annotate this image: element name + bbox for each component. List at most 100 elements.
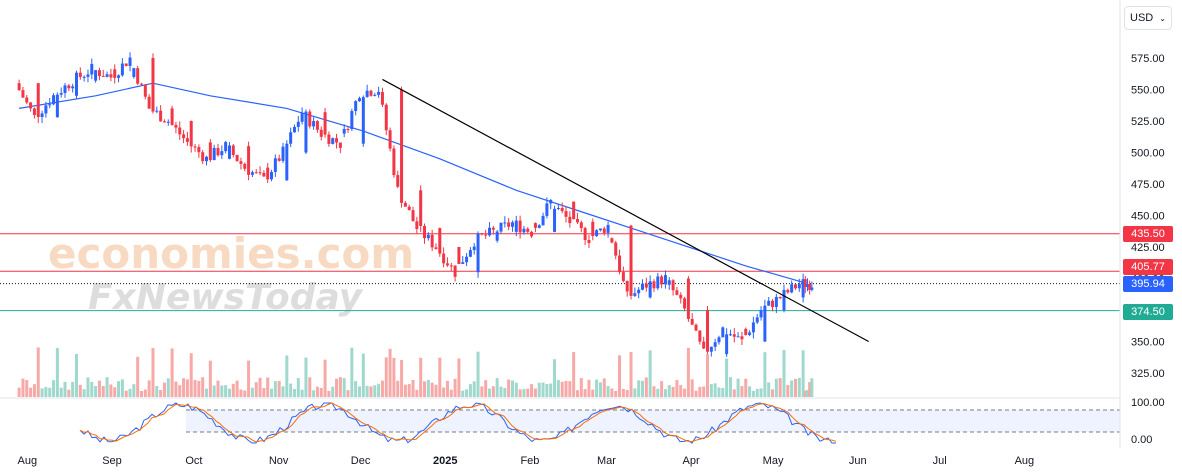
volume-bar (541, 382, 545, 397)
volume-bar (556, 379, 560, 397)
candle-body (166, 121, 170, 123)
candle-body (373, 94, 377, 96)
volume-bar (725, 358, 729, 397)
candle-body (40, 113, 44, 118)
candle-body (648, 281, 652, 298)
volume-bar (94, 385, 98, 397)
candle-body (243, 163, 247, 169)
candle-body (702, 341, 706, 349)
volume-bar (400, 360, 404, 397)
volume-bar (32, 384, 36, 397)
candle-body (101, 75, 105, 77)
candle-body (193, 146, 197, 148)
candle-body (457, 247, 461, 264)
volume-bar (694, 390, 698, 397)
volume-bar (403, 384, 407, 397)
volume-bar (105, 377, 109, 397)
candle-body (614, 242, 618, 256)
volume-bar (706, 354, 710, 397)
candle-body (465, 256, 469, 263)
candle-body (407, 206, 411, 211)
volume-bar (25, 380, 29, 397)
x-tick-label: Jun (849, 455, 867, 467)
candle-body (384, 104, 388, 131)
candle-body (468, 250, 472, 257)
volume-bar (759, 388, 763, 397)
candle-body (602, 228, 606, 233)
candle-body (801, 279, 805, 298)
candle-body (575, 219, 579, 223)
y-tick-label: 350.00 (1131, 337, 1165, 349)
volume-bar (549, 383, 553, 397)
candle-body (296, 121, 300, 127)
candle-body (549, 199, 553, 204)
volume-bar (67, 389, 71, 397)
candle-body (247, 146, 251, 175)
volume-bar (21, 378, 25, 397)
candle-body (533, 223, 537, 228)
candle-body (790, 284, 794, 293)
volume-bar (40, 388, 44, 397)
candle-body (537, 225, 541, 228)
volume-bar (778, 378, 782, 397)
trendline[interactable] (382, 78, 869, 343)
candle-body (120, 63, 124, 76)
candle-body (365, 90, 369, 98)
candle-body (273, 158, 277, 172)
volume-bar (262, 388, 266, 397)
volume-bar (660, 381, 664, 397)
candle-body (660, 276, 664, 285)
volume-bar (48, 387, 52, 397)
volume-bar (327, 390, 331, 397)
volume-bar (212, 385, 216, 397)
volume-bar (128, 388, 132, 397)
volume-bar (170, 348, 174, 397)
volume-bar (117, 381, 121, 397)
candle-body (32, 108, 36, 116)
candle-body (25, 97, 29, 103)
candle-body (808, 284, 812, 290)
volume-bar (419, 357, 423, 397)
volume-bar (373, 385, 377, 397)
candle-body (560, 207, 564, 212)
volume-bar (763, 352, 767, 397)
x-tick-label: Feb (520, 455, 539, 467)
candle-body (55, 94, 59, 118)
volume-bar (407, 384, 411, 397)
volume-bar (774, 378, 778, 397)
candle-body (396, 175, 400, 187)
volume-bar (357, 386, 361, 397)
candle-body (67, 85, 71, 89)
volume-bar (503, 388, 507, 397)
volume-bar (193, 380, 197, 397)
volume-bar (564, 380, 568, 397)
candle-body (656, 276, 660, 289)
candle-body (323, 112, 327, 135)
candle-body (281, 146, 285, 161)
volume-bar (453, 378, 457, 397)
volume-bar (748, 386, 752, 397)
candle-body (327, 134, 331, 144)
candle-body (598, 228, 602, 231)
candle-body (289, 132, 293, 144)
candle-body (510, 222, 514, 227)
currency-select[interactable]: USD ⌄ (1124, 6, 1172, 30)
volume-bar (312, 390, 316, 397)
volume-bar (335, 378, 339, 397)
volume-bar (572, 352, 576, 397)
volume-bar (782, 349, 786, 397)
volume-bar (151, 347, 155, 397)
candle-body (774, 296, 778, 308)
candle-body (392, 148, 396, 176)
volume-bar (247, 360, 251, 397)
candle-body (591, 221, 595, 237)
volume-bar (602, 378, 606, 397)
volume-bar (499, 386, 503, 397)
volume-bar (560, 381, 564, 397)
candle-body (430, 234, 434, 248)
candle-body (361, 97, 365, 144)
candle-body (239, 161, 243, 164)
volume-bar (74, 354, 78, 397)
volume-bar (526, 388, 530, 397)
